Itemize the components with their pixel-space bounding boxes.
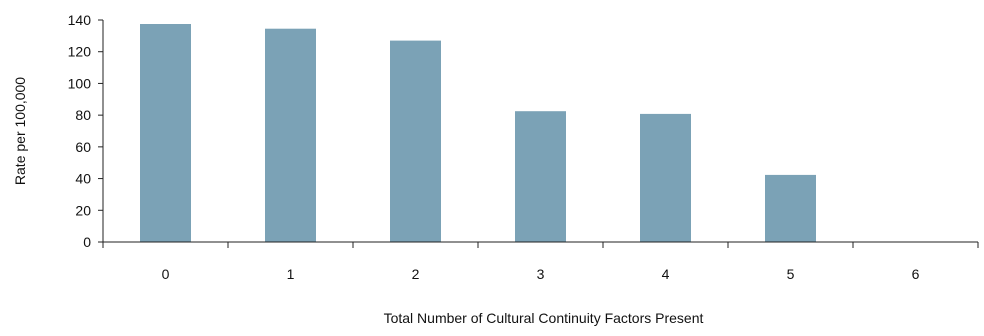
y-tick-label: 140	[68, 12, 92, 28]
y-tick-label: 40	[75, 171, 91, 187]
y-axis-label: Rate per 100,000	[12, 77, 28, 185]
y-tick-label: 20	[75, 202, 91, 218]
bar-4	[640, 113, 691, 243]
x-tick-label: 6	[912, 266, 920, 282]
x-axis-ticks: 0 1 2 3 4 5 6	[102, 242, 979, 282]
y-axis-ticks: 0 20 40 60 80 100 120 140	[68, 12, 103, 250]
bars	[140, 24, 816, 243]
bar-5	[765, 174, 816, 242]
y-tick-label: 100	[68, 75, 92, 91]
x-tick-label: 3	[537, 266, 545, 282]
y-tick-label: 80	[75, 107, 91, 123]
bar-0	[140, 24, 191, 242]
x-tick-label: 1	[287, 266, 295, 282]
x-axis-label: Total Number of Cultural Continuity Fact…	[384, 310, 704, 326]
x-tick-label: 5	[787, 266, 795, 282]
bar-1	[265, 28, 316, 243]
x-tick-label: 0	[162, 266, 170, 282]
x-tick-label: 2	[412, 266, 420, 282]
x-tick-label: 4	[662, 266, 670, 282]
bar-3	[515, 111, 566, 242]
bar-2	[390, 40, 441, 242]
y-tick-label: 60	[75, 139, 91, 155]
y-tick-label: 0	[83, 234, 91, 250]
y-tick-label: 120	[68, 44, 92, 60]
